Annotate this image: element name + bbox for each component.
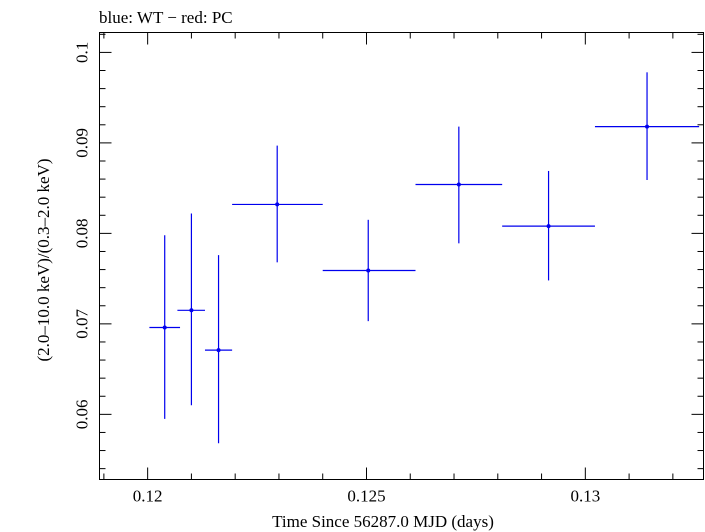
y-tick-label: 0.1 — [73, 42, 92, 63]
x-axis-ticks — [103, 32, 674, 480]
plot-frame — [99, 32, 704, 480]
data-series — [149, 72, 700, 444]
y-tick-label: 0.07 — [73, 308, 92, 338]
data-point — [275, 202, 280, 207]
data-point — [546, 224, 551, 229]
y-axis-ticks — [99, 33, 704, 470]
y-tick-label: 0.08 — [73, 219, 92, 249]
y-axis-label: (2.0–10.0 keV)/(0.3–2.0 keV) — [34, 158, 53, 361]
y-tick-label: 0.09 — [73, 128, 92, 158]
data-point — [216, 348, 221, 353]
x-tick-label: 0.13 — [570, 487, 600, 506]
x-axis-tick-labels: 0.12 0.125 0.13 — [133, 487, 600, 506]
y-tick-label: 0.06 — [73, 399, 92, 429]
y-axis-tick-labels: 0.06 0.07 0.08 0.09 0.1 — [73, 42, 92, 429]
data-point — [189, 308, 194, 313]
x-tick-label: 0.12 — [133, 487, 163, 506]
x-axis-label: Time Since 56287.0 MJD (days) — [272, 512, 494, 531]
data-point — [162, 325, 167, 330]
chart-title: blue: WT − red: PC — [99, 8, 233, 27]
data-point — [366, 268, 371, 273]
data-point — [456, 182, 461, 187]
x-tick-label: 0.125 — [347, 487, 385, 506]
data-point — [645, 124, 650, 129]
